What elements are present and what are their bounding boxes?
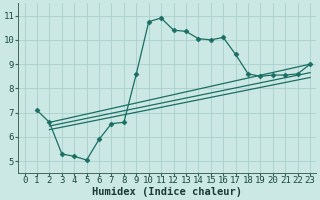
X-axis label: Humidex (Indice chaleur): Humidex (Indice chaleur) — [92, 186, 242, 197]
